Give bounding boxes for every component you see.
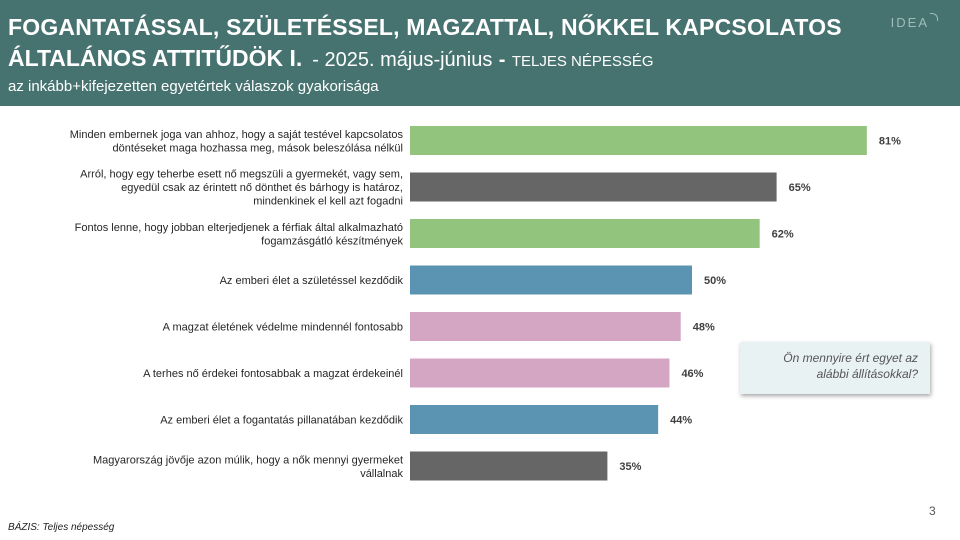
value-label-1: 81% xyxy=(879,136,901,148)
bar-chart: 81% Minden embernek joga van ahhoz, hogy … xyxy=(70,126,901,481)
category-label-line: A terhes nő érdekei fontosabbak a magzat… xyxy=(143,368,403,380)
category-label-line: vállalnak xyxy=(360,468,403,480)
bar-4 xyxy=(410,265,692,295)
bar-1 xyxy=(410,126,867,155)
value-label-3: 62% xyxy=(772,229,794,241)
question-text: Ön mennyire ért egyet az alábbi állításo… xyxy=(783,351,918,381)
value-label-4: 50% xyxy=(704,275,726,287)
bar-3 xyxy=(410,219,760,248)
category-label-8: Magyarország jövője azon múlik, hogy a n… xyxy=(93,454,403,480)
value-label-5: 48% xyxy=(693,322,715,334)
header-banner: FOGANTATÁSSAL, SZÜLETÉSSEL, MAGZATTAL, N… xyxy=(0,0,960,106)
category-label-line: egyedül csak az érintett nő dönthet és b… xyxy=(121,182,403,194)
category-label-1: Minden embernek joga van ahhoz, hogy a s… xyxy=(70,129,404,155)
category-label-line: Arról, hogy egy teherbe esett nő megszül… xyxy=(80,169,403,181)
category-label-6: A terhes nő érdekei fontosabbak a magzat… xyxy=(143,368,403,380)
bar-7 xyxy=(410,405,659,434)
category-label-line: Fontos lenne, hogy jobban elterjedjenek … xyxy=(75,222,403,234)
category-label-7: Az emberi élet a fogantatás pillanatában… xyxy=(160,415,403,427)
value-label-8: 35% xyxy=(619,461,641,473)
question-box: Ön mennyire ért egyet az alábbi állításo… xyxy=(740,342,930,394)
page-title: FOGANTATÁSSAL, SZÜLETÉSSEL, MAGZATTAL, N… xyxy=(8,14,842,40)
category-label-line: Minden embernek joga van ahhoz, hogy a s… xyxy=(70,129,404,141)
idea-logo: IDEA xyxy=(891,13,938,30)
value-label-2: 65% xyxy=(789,182,811,194)
logo-arc-icon xyxy=(930,13,938,21)
value-label-6: 46% xyxy=(681,368,703,380)
bar-5 xyxy=(410,312,681,341)
basis-note: BÁZIS: Teljes népesség xyxy=(8,522,115,533)
bar-8 xyxy=(410,451,608,481)
category-label-line: A magzat életének védelme mindennél font… xyxy=(163,322,403,334)
category-label-line: fogamzásgátló készítmények xyxy=(261,235,403,247)
category-label-line: Magyarország jövője azon múlik, hogy a n… xyxy=(93,454,403,466)
page-subtitle: az inkább+kifejezetten egyetértek válasz… xyxy=(8,78,379,95)
survey-date: - 2025. május-június xyxy=(312,49,493,71)
category-label-line: Az emberi élet a fogantatás pillanatában… xyxy=(160,415,403,427)
title-continuation: ÁLTALÁNOS ATTITŰDÖK I. xyxy=(8,45,303,71)
category-label-5: A magzat életének védelme mindennél font… xyxy=(163,322,403,334)
page-number: 3 xyxy=(929,504,936,518)
category-label-line: döntéseket maga hozhassa meg, mások bele… xyxy=(113,142,403,154)
category-label-line: Az emberi élet a születéssel kezdődik xyxy=(220,275,404,287)
page-title-line2: ÁLTALÁNOS ATTITŰDÖK I. - 2025. május-júni… xyxy=(8,45,654,72)
population-label: TELJES NÉPESSÉG xyxy=(511,53,654,70)
logo-text: IDEA xyxy=(890,15,929,30)
value-label-7: 44% xyxy=(670,415,692,427)
category-label-4: Az emberi élet a születéssel kezdődik xyxy=(220,275,404,287)
bar-2 xyxy=(410,172,777,202)
category-label-line: mindenkinek el kell azt fogadni xyxy=(253,196,403,208)
category-label-2: Arról, hogy egy teherbe esett nő megszül… xyxy=(80,169,403,208)
bar-6 xyxy=(410,358,670,388)
title-separator: - xyxy=(498,49,506,71)
category-label-3: Fontos lenne, hogy jobban elterjedjenek … xyxy=(75,222,404,248)
